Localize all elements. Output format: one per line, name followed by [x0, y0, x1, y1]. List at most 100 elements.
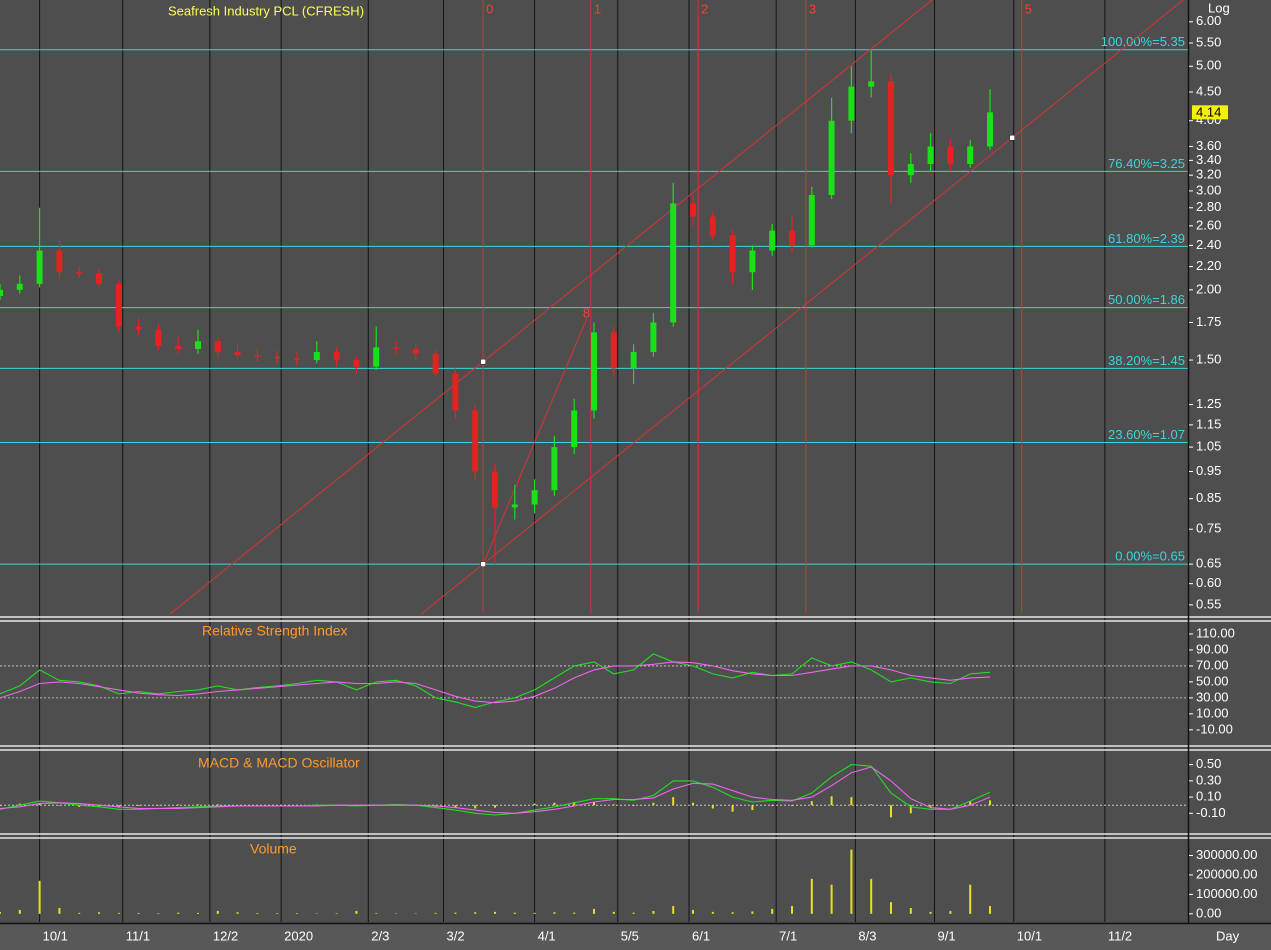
volume-bar [593, 908, 595, 914]
x-tick-label: 12/2 [213, 928, 238, 943]
candle-body [234, 352, 241, 356]
volume-bar [256, 913, 259, 914]
oscillator-bar [909, 805, 912, 814]
y-tick-label: -0.10 [1196, 805, 1226, 820]
candle-body [56, 250, 63, 273]
y-tick-label: 1.25 [1196, 396, 1221, 411]
fib-label: 76.40%=3.25 [1108, 156, 1185, 171]
panel-title: Volume [250, 841, 297, 857]
candle-body [987, 112, 993, 147]
candle-body [96, 273, 102, 284]
y-tick-label: 3.20 [1196, 167, 1221, 182]
volume-bar [38, 880, 41, 914]
volume-bar [216, 910, 219, 914]
candle-body [511, 504, 518, 508]
y-tick-label: 300000.00 [1196, 847, 1257, 862]
candle-body [472, 410, 479, 472]
candle-body [393, 347, 399, 349]
volume-bar [850, 849, 853, 914]
y-tick-label: 0.10 [1196, 789, 1221, 804]
y-tick-label: 0.55 [1196, 596, 1221, 611]
volume-bar [494, 911, 496, 914]
y-tick-label: 90.00 [1196, 641, 1229, 656]
candle-body [610, 332, 617, 369]
oscillator-bar [751, 805, 754, 811]
x-tick-label: 10/1 [43, 928, 68, 943]
x-axis-label: Day [1216, 928, 1240, 943]
candle-body [868, 81, 875, 87]
volume-bar [692, 909, 694, 914]
candle-body [571, 410, 578, 448]
y-tick-label: 4.50 [1196, 83, 1221, 98]
volume-bar [0, 911, 1, 914]
channel-line [169, 0, 933, 614]
candle-body [412, 348, 419, 354]
candle-body [313, 352, 320, 361]
volume-bar [652, 910, 655, 914]
y-tick-label: 2.00 [1196, 281, 1221, 296]
candle-body [690, 203, 696, 217]
chart-title: Seafresh Industry PCL (CFRESH) [168, 3, 364, 18]
y-tick-label: 0.65 [1196, 556, 1221, 571]
y-tick-label: 2.20 [1196, 258, 1221, 273]
candle-body [531, 490, 538, 505]
oscillator-bar [672, 797, 675, 806]
volume-bar [355, 910, 358, 914]
y-tick-label: 110.00 [1196, 625, 1235, 640]
last-price-label: 4.14 [1196, 104, 1221, 119]
candle-body [630, 352, 637, 369]
oscillator-bar [711, 805, 714, 809]
candle-body [333, 352, 340, 361]
volume-bar [573, 912, 576, 914]
y-tick-label: 6.00 [1196, 13, 1221, 28]
candle-body [551, 447, 558, 491]
x-tick-label: 8/3 [858, 928, 876, 943]
oscillator-bar [98, 805, 100, 807]
y-tick-label: 3.60 [1196, 138, 1221, 153]
oscillator-bar [553, 802, 556, 806]
y-tick-label: 1.05 [1196, 439, 1221, 454]
candle-body [947, 146, 954, 164]
candle-body [670, 203, 677, 323]
y-tick-label: 200000.00 [1196, 866, 1257, 881]
oscillator-bar [157, 805, 160, 806]
axes: 10/1 11/1 12/2 2020 2/3 3/2 4/1 5/5 6/1 7/1 8/3 9/1… [43, 13, 1258, 943]
indicator-line [0, 653, 991, 709]
y-tick-label: 0.50 [1196, 756, 1221, 771]
oscillator-bar [692, 802, 694, 806]
oscillator-bar [810, 801, 813, 806]
oscillator-bar [771, 805, 774, 807]
volume-bar [949, 910, 952, 914]
volume-bar [197, 912, 199, 914]
volume-bar [375, 913, 378, 914]
volume-bar [296, 913, 298, 914]
oscillator-bar [177, 804, 180, 806]
volume-bar [533, 912, 536, 914]
volume-bar [98, 912, 100, 914]
fib-label: 38.20%=1.45 [1108, 353, 1185, 368]
anchor-marker [1009, 135, 1015, 141]
y-tick-label: 3.00 [1196, 182, 1221, 197]
oscillator-bar [850, 797, 853, 806]
y-tick-label: 5.50 [1196, 34, 1221, 49]
volume-bar [276, 913, 279, 914]
oscillator-bar [830, 796, 833, 806]
volume-bar [711, 911, 714, 914]
anchor-marker [480, 561, 486, 567]
y-tick-label: 1.50 [1196, 351, 1221, 366]
candle-body [115, 283, 122, 327]
fib-label: 61.80%=2.39 [1108, 231, 1185, 246]
fan-line [482, 318, 588, 565]
oscillator-bar [18, 803, 21, 806]
x-axis-strip [0, 924, 1271, 950]
y-tick-label: 100000.00 [1196, 886, 1257, 901]
candle-body [0, 289, 3, 297]
y-tick-label: 0.85 [1196, 490, 1221, 505]
candle-body [36, 250, 43, 284]
volume-bar [929, 911, 932, 914]
oscillator-bar [731, 805, 734, 812]
volume-bar [612, 911, 615, 914]
volume-bar [58, 908, 61, 914]
y-tick-label: 1.75 [1196, 314, 1221, 329]
